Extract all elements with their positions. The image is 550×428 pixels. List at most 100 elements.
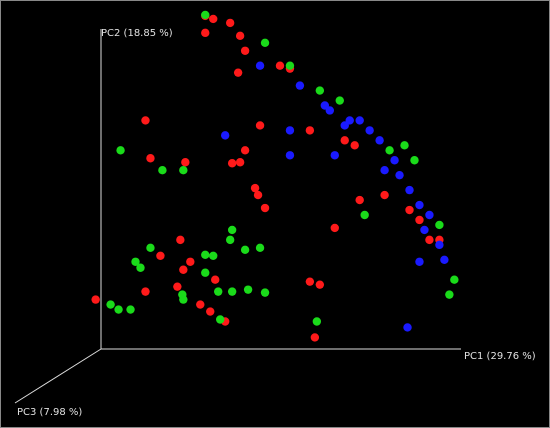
point (214, 287, 223, 296)
point (206, 307, 215, 316)
point (312, 317, 322, 326)
point (380, 166, 389, 175)
point (179, 265, 188, 274)
point (255, 243, 265, 253)
point (141, 287, 150, 296)
point (365, 126, 374, 135)
point (355, 116, 364, 125)
x-axis-label: PC1 (29.76 %) (464, 351, 536, 362)
y-axis-label: PC2 (18.85 %) (101, 28, 173, 39)
point (445, 290, 454, 299)
point (380, 190, 389, 200)
point (240, 146, 250, 155)
point (340, 121, 349, 130)
point (260, 203, 270, 213)
point (250, 183, 260, 193)
point (305, 277, 315, 286)
point (227, 159, 237, 168)
point (235, 158, 245, 167)
point (360, 210, 369, 220)
z-axis-label: PC3 (7.98 %) (17, 407, 82, 418)
point (240, 46, 250, 55)
point (91, 295, 100, 304)
point (315, 280, 325, 289)
point (131, 257, 140, 266)
point (201, 28, 210, 38)
point (330, 223, 339, 233)
point (310, 333, 320, 342)
point (179, 166, 188, 175)
point (156, 251, 165, 261)
point (425, 235, 434, 245)
point (116, 146, 125, 155)
point (181, 158, 190, 167)
point (233, 68, 243, 77)
point (136, 263, 145, 272)
point (255, 61, 265, 70)
point (255, 121, 265, 130)
point (178, 290, 187, 299)
point (330, 151, 339, 160)
point (390, 156, 399, 165)
point (211, 275, 220, 284)
point (209, 14, 218, 24)
point (355, 195, 364, 205)
point (260, 288, 270, 297)
point (209, 251, 218, 261)
point (126, 305, 135, 314)
point (305, 126, 315, 135)
point (335, 96, 344, 105)
point (158, 166, 167, 175)
point (450, 275, 459, 284)
point (243, 285, 253, 294)
point (275, 61, 285, 70)
point (385, 146, 394, 155)
point (201, 268, 210, 277)
point (400, 141, 409, 150)
point (114, 305, 123, 314)
point (320, 101, 330, 110)
point (405, 185, 414, 195)
point (403, 323, 412, 332)
point (146, 243, 155, 253)
point (235, 31, 245, 41)
point (225, 18, 235, 28)
point (176, 235, 185, 245)
point (285, 126, 295, 135)
point (285, 61, 295, 70)
point (440, 255, 449, 264)
point (410, 156, 419, 165)
point (415, 215, 424, 225)
point (253, 190, 263, 200)
point (350, 141, 359, 150)
point (173, 282, 182, 291)
point (420, 225, 429, 235)
point (225, 235, 235, 245)
point (260, 38, 270, 48)
point (375, 136, 384, 145)
point (220, 131, 230, 140)
point (315, 86, 325, 95)
point (227, 225, 237, 235)
point (295, 81, 305, 90)
point (415, 200, 424, 210)
point (240, 245, 250, 255)
point (415, 257, 424, 266)
pc3-axis (14, 348, 102, 404)
point (106, 300, 115, 309)
point (435, 220, 444, 230)
point (435, 240, 444, 250)
point (395, 170, 404, 180)
point (425, 210, 434, 220)
point (146, 154, 155, 163)
point (227, 287, 237, 296)
point (201, 10, 210, 20)
point (285, 151, 295, 160)
point (186, 257, 195, 266)
point (196, 300, 205, 309)
point (141, 116, 150, 125)
point (216, 315, 225, 324)
point (340, 136, 349, 145)
